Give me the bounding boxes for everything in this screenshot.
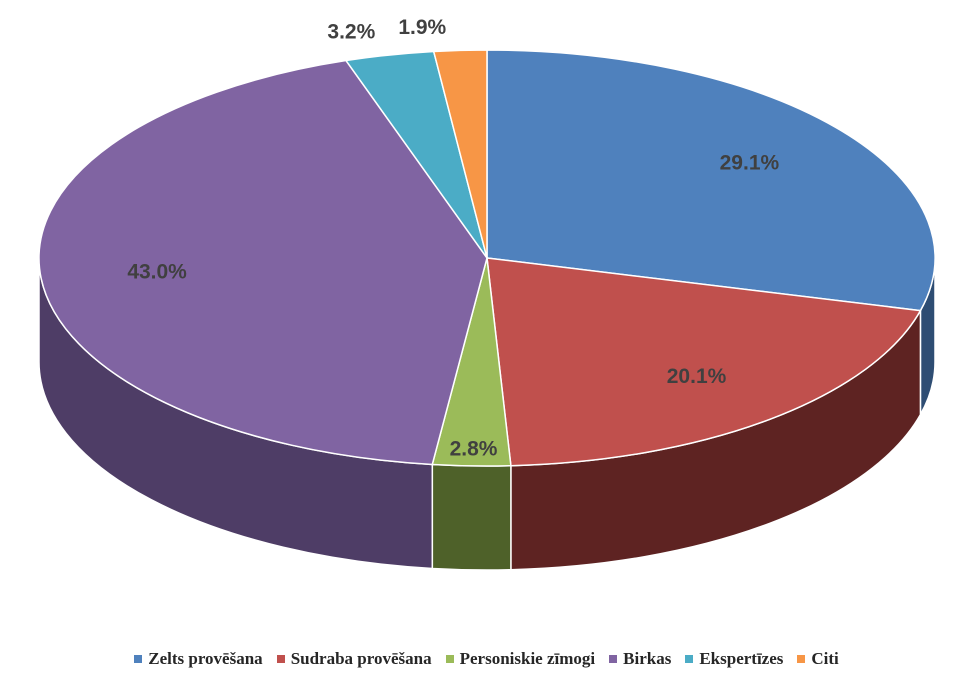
data-label-citi: 1.9%: [398, 16, 446, 39]
legend-item-birkas: Birkas: [609, 649, 671, 669]
legend: Zelts provēšana Sudraba provēšana Personis…: [0, 644, 973, 674]
data-label-zelts-provesana: 29.1%: [720, 151, 780, 174]
data-label-ekspertizes: 3.2%: [327, 21, 375, 44]
legend-swatch: [445, 655, 454, 663]
legend-label: Personiskie zīmogi: [459, 649, 596, 668]
legend-item-zelts-provesana: Zelts provēšana: [134, 649, 263, 669]
pie-slice-citi: [432, 49, 488, 259]
pie-slices: [38, 49, 936, 467]
legend-label: Citi: [811, 649, 839, 668]
legend-swatch: [609, 655, 618, 663]
legend-label: Sudraba provēšana: [290, 649, 432, 668]
data-label-sudraba-provesana: 20.1%: [667, 365, 727, 388]
pie-sides: [38, 257, 936, 571]
legend-swatch: [685, 655, 694, 663]
legend-item-personiskie-zimogi: Personiskie zīmogi: [445, 649, 596, 669]
pie-slice-birkas: [38, 59, 488, 466]
legend-item-citi: Citi: [797, 649, 839, 669]
data-label-birkas: 43.0%: [127, 261, 187, 284]
legend-label: Zelts provēšana: [148, 649, 263, 668]
data-labels: 29.1% 20.1% 2.8% 43.0% 3.2% 1.9%: [127, 16, 779, 461]
legend-swatch: [276, 655, 285, 663]
data-label-personiskie-zimogi: 2.8%: [450, 437, 498, 460]
pie-side-personiskie-zimogi: [431, 463, 512, 571]
legend-label: Birkas: [623, 649, 672, 668]
legend-item-sudraba-provesana: Sudraba provēšana: [276, 649, 432, 669]
pie-slice-zelts-provesana: [486, 49, 936, 312]
pie-slice-sudraba-provesana: [486, 257, 922, 467]
legend-swatch: [797, 655, 806, 663]
legend-swatch: [134, 655, 143, 663]
legend-label: Ekspertīzes: [699, 649, 784, 668]
legend-item-ekspertizes: Ekspertīzes: [685, 649, 783, 669]
